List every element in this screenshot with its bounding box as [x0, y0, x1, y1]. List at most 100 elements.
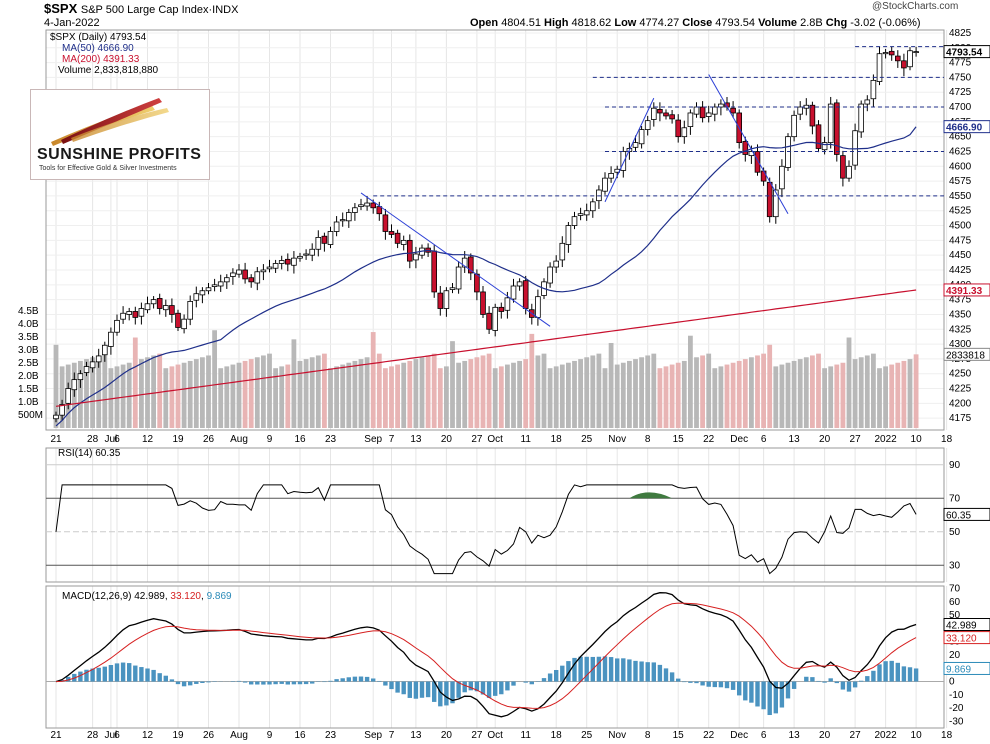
volume-bar: [901, 360, 907, 428]
candle-body: [760, 170, 767, 182]
candle-body: [230, 272, 236, 277]
macd-histogram-bar: [755, 681, 760, 707]
candle-body: [413, 253, 419, 261]
volume-bar: [773, 366, 779, 428]
candle-body: [144, 303, 151, 311]
candle-body: [486, 312, 492, 330]
candle-body: [504, 297, 511, 311]
high-value: 4818.62: [571, 17, 612, 29]
x-tick-label: 9: [267, 434, 273, 445]
macd-histogram-bar: [816, 680, 821, 682]
x-tick-label: Nov: [608, 434, 626, 445]
x-tick-label: 12: [142, 434, 154, 445]
uptrend-line: [604, 97, 655, 203]
volume-bar: [913, 354, 919, 428]
volume-bar: [242, 360, 248, 428]
macd-histogram-bar: [334, 679, 339, 682]
x-tick-label: 26: [203, 730, 215, 741]
candle-body: [590, 201, 596, 212]
candle-body: [169, 305, 175, 315]
macd-histogram-bar: [371, 678, 376, 682]
candle-body: [333, 221, 340, 232]
candle-body: [687, 112, 694, 127]
macd-tick-label: 0: [949, 677, 955, 688]
macd-histogram-bar: [450, 681, 455, 704]
macd-histogram-bar: [663, 668, 669, 682]
macd-histogram-bar: [529, 681, 534, 685]
candle-body: [797, 106, 803, 115]
volume-bar: [151, 355, 156, 428]
candle-body: [602, 177, 608, 192]
logo-tagline: Tools for Effective Gold & Silver Invest…: [39, 165, 177, 172]
candle-body: [888, 50, 895, 56]
candle-body: [785, 136, 791, 168]
macd-histogram-bar: [578, 656, 583, 682]
macd-tick-label: 20: [949, 650, 961, 661]
volume-bar: [505, 364, 510, 428]
price-frame: [45, 29, 945, 431]
x-tick-label: 28: [87, 730, 99, 741]
macd-histogram-bar: [700, 681, 705, 686]
candle-body: [852, 130, 858, 166]
chg-value: -3.02 (-0.06%): [850, 17, 921, 29]
candle-body: [901, 60, 907, 69]
macd-histogram-bar: [242, 681, 248, 683]
volume-bar: [358, 359, 364, 428]
candle-body: [779, 165, 785, 190]
macd-histogram-bar: [541, 678, 547, 682]
macd-histogram-bar: [767, 681, 772, 716]
macd-histogram-bar: [169, 679, 175, 682]
candle-body: [675, 119, 681, 138]
macd-histogram-bar: [175, 681, 181, 685]
x-tick-label: 22: [703, 730, 715, 741]
index-name: S&P 500 Large Cap Index: [80, 4, 209, 16]
volume-bar: [169, 366, 175, 428]
macd-histogram-bar: [194, 681, 199, 684]
candle-body: [821, 142, 828, 151]
macd-histogram-bar: [865, 676, 870, 682]
volume-bar: [492, 368, 498, 428]
candle-body: [827, 103, 834, 143]
macd-histogram-bar: [743, 681, 748, 701]
volume-bar: [261, 355, 266, 428]
volume-bar: [572, 360, 577, 428]
candle-body: [516, 281, 523, 287]
volume-bar: [212, 330, 217, 428]
candle-body: [108, 331, 114, 347]
candle-body: [834, 102, 840, 155]
macd-histogram-bar: [419, 681, 425, 698]
candle-body: [272, 263, 279, 269]
macd-histogram-bar: [694, 681, 699, 684]
volume-bar: [59, 366, 65, 428]
candle-body: [358, 204, 364, 207]
candle-body: [394, 232, 401, 244]
macd-histogram-bar: [828, 678, 833, 682]
macd-histogram-bar: [78, 671, 83, 682]
volume-bar: [639, 357, 644, 428]
volume-bar: [791, 360, 797, 428]
volume-bar: [53, 344, 59, 428]
volume-bar: [761, 353, 766, 428]
value-label-box: [943, 120, 990, 134]
macd-histogram-bar: [96, 667, 101, 682]
volume-tick-label: 2.5B: [18, 358, 39, 369]
candle-body: [876, 53, 883, 82]
axis-labels: 21212828JulJul66121219192626AugAug991616…: [18, 28, 990, 741]
rsi-overbought-fill: [629, 492, 673, 499]
sunshine-profits-logo: SUNSHINE PROFITS Tools for Effective Gol…: [30, 89, 210, 180]
candle-body: [882, 52, 889, 55]
x-tick-label: 25: [581, 434, 593, 445]
macd-histogram-bar: [804, 676, 809, 682]
y-tick-label: 4650: [949, 132, 972, 143]
macd-histogram-bar: [737, 681, 742, 696]
legend-ma50: MA(50) 4666.90: [62, 43, 134, 54]
volume-bar: [529, 333, 535, 428]
candle-body: [120, 312, 126, 320]
legend-rsi: RSI(14) 60.35: [58, 448, 121, 459]
value-label: 4666.90: [946, 123, 983, 134]
macd-histogram-bar: [621, 658, 626, 682]
macd-histogram-bar: [462, 681, 467, 693]
volume-bar: [193, 359, 199, 428]
volume-bar: [663, 366, 669, 428]
x-tick-label: 16: [294, 730, 306, 741]
